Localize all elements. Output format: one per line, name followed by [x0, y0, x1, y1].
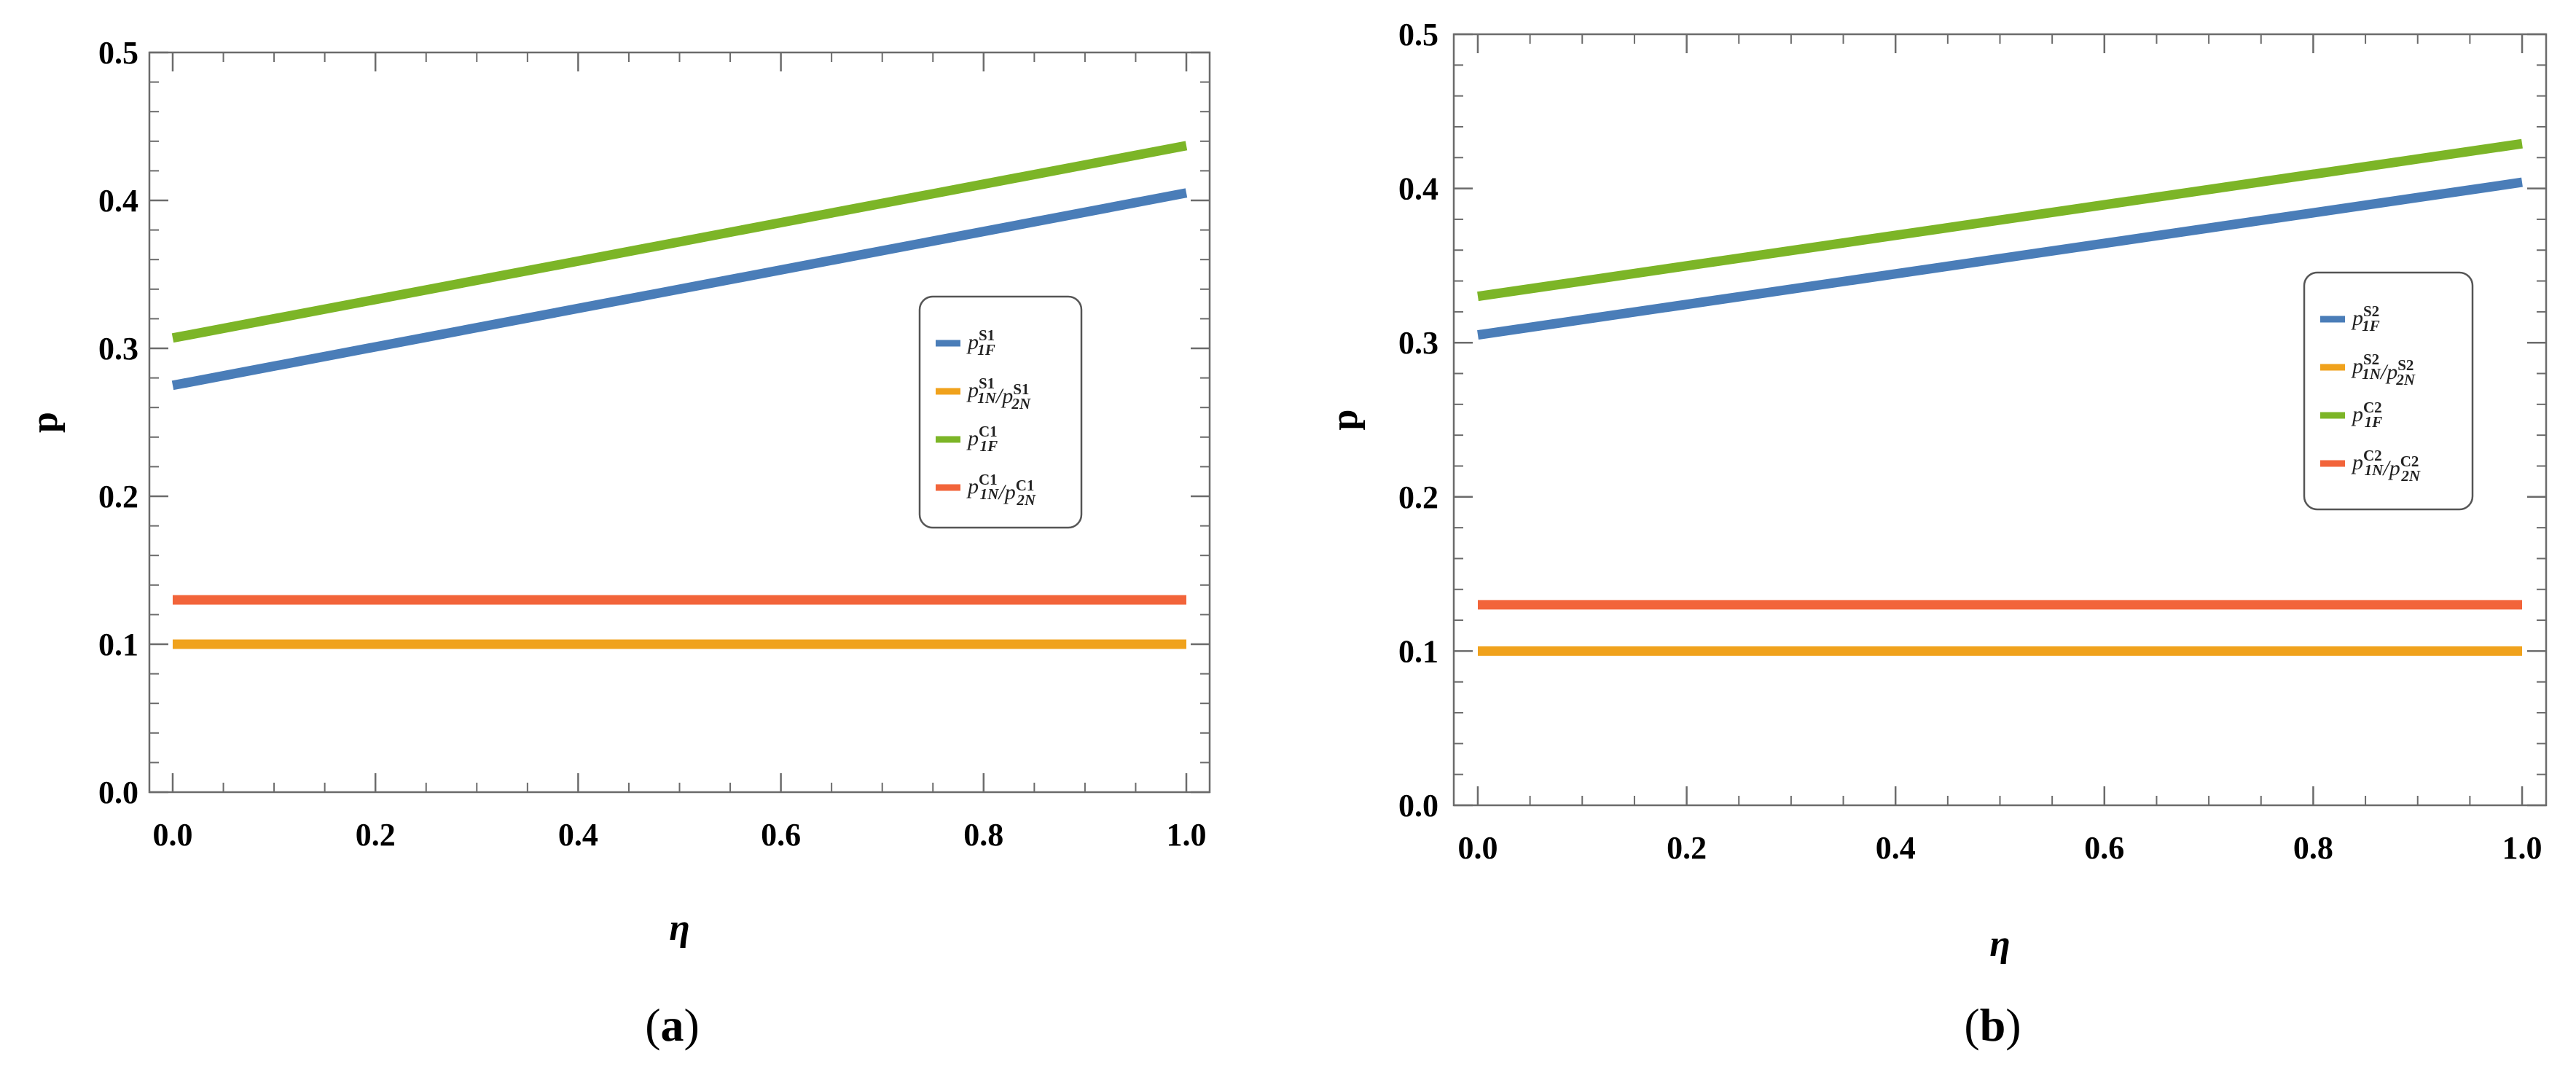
legend-label: pS2 1F: [2351, 302, 2380, 334]
y-tick-label: 0.1: [98, 627, 138, 662]
x-tick-label: 0.2: [356, 817, 396, 853]
legend-item: pS1 1N/pS1 2N: [936, 375, 1031, 412]
x-tick-label: 0.2: [1667, 830, 1707, 866]
y-tick-label: 0.4: [1398, 171, 1438, 207]
panel-caption: (a): [645, 999, 700, 1051]
series-line-2: [1477, 138, 2523, 302]
legend-label: pC2 1N/pC2 2N: [2351, 447, 2421, 485]
legend-item: pC1 1F: [936, 423, 998, 455]
x-tick-label: 0.8: [2293, 830, 2333, 866]
x-tick-label: 0.6: [2084, 830, 2124, 866]
legend-label: pS1 1F: [966, 326, 995, 359]
y-tick-label: 0.0: [98, 775, 138, 810]
legend-item: pS1 1F: [936, 326, 995, 359]
y-tick-label: 0.1: [1398, 633, 1438, 669]
y-tick-label: 0.2: [1398, 480, 1438, 515]
legend-item: pS2 1N/pS2 2N: [2320, 351, 2416, 388]
y-tick-label: 0.4: [98, 183, 138, 219]
legend-item: pC1 1N/pC1 2N: [936, 471, 1036, 509]
y-tick-label: 0.3: [1398, 325, 1438, 361]
y-axis-label: p: [24, 412, 66, 433]
y-tick-label: 0.0: [1398, 788, 1438, 823]
legend: pS1 1F pS1 1N/pS1 2N pC1 1F pC1 1N/pC1 2N: [918, 295, 1083, 529]
x-tick-label: 1.0: [2502, 830, 2542, 866]
y-tick-label: 0.3: [98, 331, 138, 367]
series-line-0: [1477, 177, 2523, 340]
y-tick-label: 0.5: [1398, 17, 1438, 52]
legend-box: [918, 295, 1083, 529]
x-tick-label: 0.0: [1457, 830, 1498, 866]
y-tick-label: 0.5: [98, 35, 138, 71]
legend-label: pC2 1F: [2351, 399, 2382, 431]
x-tick-label: 0.0: [152, 817, 192, 853]
legend-item: pC2 1F: [2320, 399, 2382, 431]
x-tick-label: 0.4: [558, 817, 598, 853]
y-axis-label: p: [1324, 410, 1366, 431]
legend-label: pC1 1N/pC1 2N: [966, 471, 1036, 509]
x-axis-label: η: [1989, 923, 2011, 965]
chart-panel-a: 0.0 0.1 0.2 0.3 0.4 0.5 0.0 0.2 0.4 0.6 0.8 1.0 p η (a…: [24, 35, 1211, 1051]
x-tick-label: 0.6: [761, 817, 801, 853]
legend: pS2 1F pS2 1N/pS2 2N pC2 1F pC2 1N/pC2 2N: [2303, 271, 2474, 511]
legend-label: pS1 1N/pS1 2N: [966, 375, 1031, 412]
series-line-0: [171, 188, 1188, 391]
x-tick-label: 0.4: [1876, 830, 1916, 866]
legend-label: pC1 1F: [966, 423, 998, 455]
legend-item: pC2 1N/pC2 2N: [2320, 447, 2421, 485]
x-tick-label: 1.0: [1167, 817, 1207, 853]
legend-item: pS2 1F: [2320, 302, 2380, 334]
legend-label: pS2 1N/pS2 2N: [2351, 351, 2416, 388]
series-line-2: [171, 141, 1188, 343]
chart-panel-b: 0.0 0.1 0.2 0.3 0.4 0.5 0.0 0.2 0.4 0.6 0.8 1.0 p η (b…: [1324, 17, 2548, 1051]
x-axis-label: η: [669, 907, 690, 949]
panel-caption: (b): [1964, 999, 2021, 1051]
x-tick-label: 0.8: [963, 817, 1003, 853]
y-tick-label: 0.2: [98, 479, 138, 515]
legend-box: [2303, 271, 2474, 511]
